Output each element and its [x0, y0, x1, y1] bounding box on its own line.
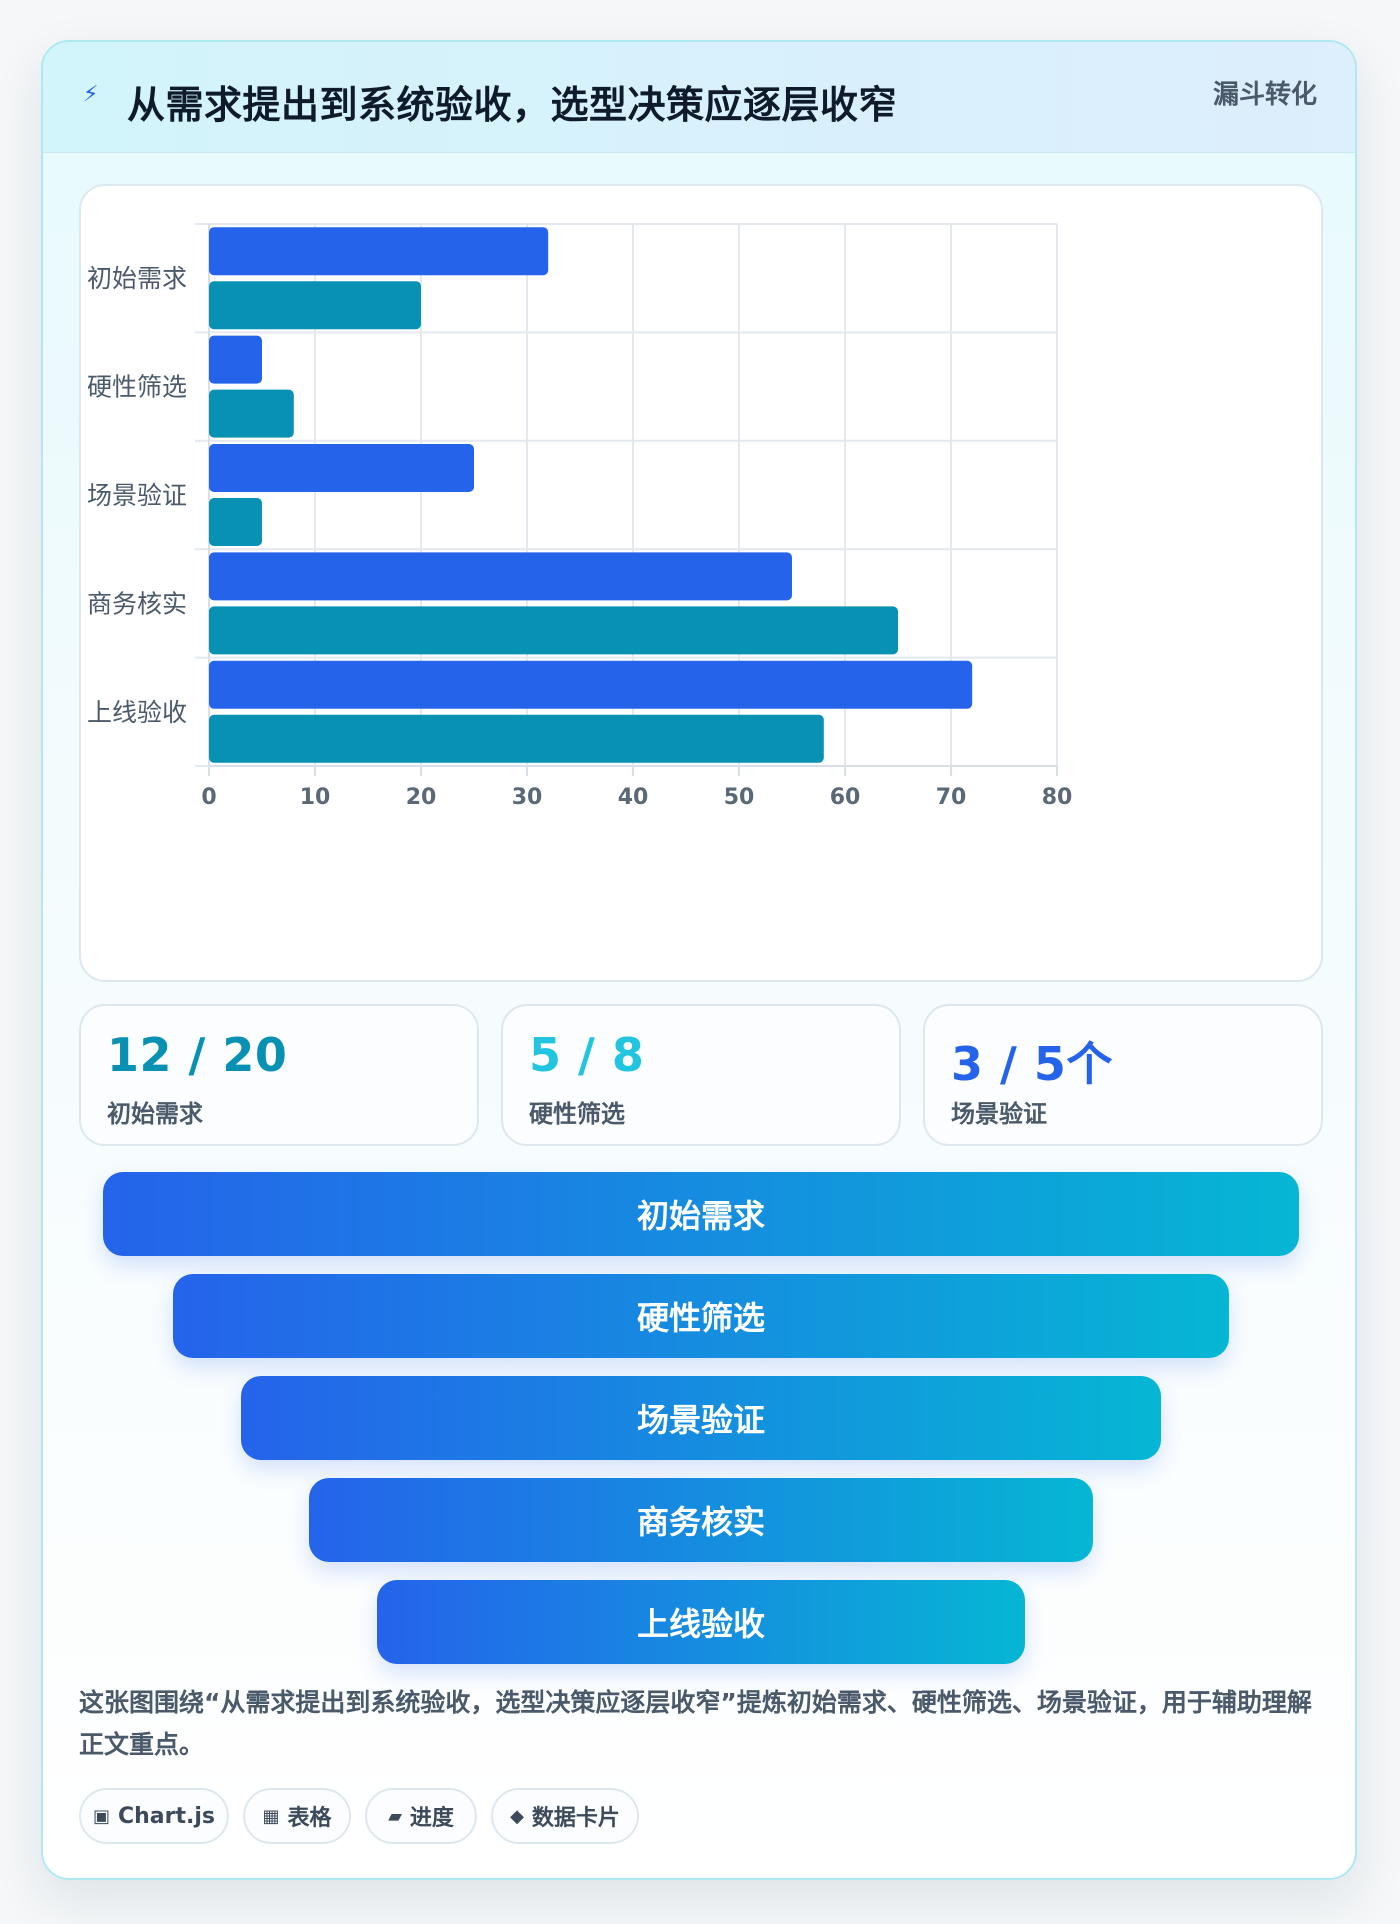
- chart-icon: ▣: [92, 1805, 110, 1827]
- y-tick-label: 上线验收: [87, 698, 187, 727]
- stat-value: 12 / 20: [107, 1028, 288, 1082]
- x-tick-label: 20: [406, 785, 437, 810]
- bar: [209, 389, 294, 438]
- bar: [209, 660, 973, 709]
- page-title: 从需求提出到系统验收，选型决策应逐层收窄: [127, 83, 898, 127]
- funnel-stage: 硬性筛选: [173, 1274, 1229, 1358]
- stat-label: 场景验证: [951, 1100, 1047, 1128]
- stat-cards: 12 / 20 初始需求 5 / 8 硬性筛选 3 / 5个 场景验证: [79, 1004, 1323, 1146]
- table-icon: ▦: [262, 1805, 280, 1827]
- stat-label: 硬性筛选: [529, 1100, 625, 1128]
- chip-label: 表格: [287, 1806, 332, 1831]
- funnel-stage: 商务核实: [309, 1478, 1093, 1562]
- bar: [209, 335, 262, 384]
- stat-value: 5 / 8: [529, 1028, 645, 1082]
- stat-card: 3 / 5个 场景验证: [923, 1004, 1323, 1146]
- y-tick-label: 商务核实: [87, 589, 187, 618]
- bar: [209, 281, 421, 330]
- y-tick-label: 硬性筛选: [87, 373, 187, 402]
- chip-table: ▦ 表格: [243, 1788, 351, 1844]
- card-header: ⚡ 从需求提出到系统验收，选型决策应逐层收窄 漏斗转化: [43, 42, 1355, 153]
- stat-label: 初始需求: [107, 1100, 203, 1128]
- x-tick-label: 50: [724, 785, 755, 810]
- chart-panel: 0 10 20 30 40 50 60 70 80 初始需求硬性筛选场景验证商务核实上线验收: [79, 184, 1323, 982]
- chip-chartjs: ▣ Chart.js: [79, 1788, 229, 1844]
- x-tick-label: 10: [300, 785, 331, 810]
- y-tick-label: 场景验证: [87, 481, 187, 510]
- funnel-stage: 上线验收: [377, 1580, 1025, 1664]
- progress-icon: ▰: [388, 1805, 402, 1827]
- bolt-icon: ⚡: [83, 82, 99, 107]
- x-tick-label: 70: [936, 785, 967, 810]
- chip-label: 数据卡片: [531, 1806, 620, 1831]
- chart-type-tag: 漏斗转化: [1212, 80, 1317, 110]
- chip-label: 进度: [409, 1806, 454, 1831]
- chart-description: 这张图围绕“从需求提出到系统验收，选型决策应逐层收窄”提炼初始需求、硬性筛选、场…: [79, 1688, 1312, 1759]
- chip-progress: ▰ 进度: [365, 1788, 477, 1844]
- y-tick-label: 初始需求: [87, 264, 187, 293]
- bar: [209, 606, 898, 655]
- funnel-stage: 初始需求: [103, 1172, 1299, 1256]
- x-tick-label: 40: [618, 785, 649, 810]
- data-card-icon: ◆: [510, 1805, 524, 1827]
- x-tick-label: 80: [1042, 785, 1073, 810]
- x-tick-label: 60: [830, 785, 861, 810]
- bar: [209, 552, 792, 601]
- funnel-stage: 场景验证: [241, 1376, 1161, 1460]
- chip-label: Chart.js: [118, 1803, 216, 1829]
- bar: [209, 714, 824, 763]
- funnel: 初始需求 硬性筛选 场景验证 商务核实 上线验收: [43, 1172, 1355, 1672]
- x-tick-label: 0: [201, 785, 216, 810]
- chart-card: ⚡ 从需求提出到系统验收，选型决策应逐层收窄 漏斗转化 0 10 20 30 40 50 6…: [41, 40, 1357, 1880]
- bar: [209, 498, 262, 546]
- chip-data-card: ◆ 数据卡片: [491, 1788, 639, 1844]
- stat-card: 5 / 8 硬性筛选: [501, 1004, 901, 1146]
- x-tick-label: 30: [512, 785, 543, 810]
- bar: [209, 227, 549, 276]
- stat-value: 3 / 5个: [951, 1037, 1113, 1091]
- stat-card: 12 / 20 初始需求: [79, 1004, 479, 1146]
- bar: [209, 444, 474, 492]
